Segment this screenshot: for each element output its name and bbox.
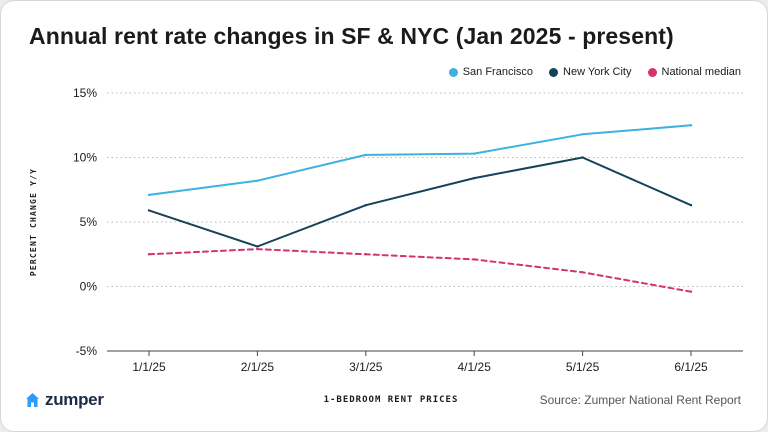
data-point-san-francisco xyxy=(364,153,367,157)
house-icon xyxy=(26,393,39,407)
data-point-national-median xyxy=(473,258,476,261)
data-point-san-francisco xyxy=(256,179,259,182)
legend-item-national-median: National median xyxy=(647,66,742,78)
brand-logo: zumper xyxy=(25,390,104,410)
data-point-new-york-city xyxy=(256,245,259,248)
legend-dot-san-francisco xyxy=(448,67,458,77)
x-tick-label: 2/1/25 xyxy=(241,360,275,374)
data-point-new-york-city xyxy=(581,156,584,159)
series-line-national-median xyxy=(148,248,692,293)
x-tick-label: 4/1/25 xyxy=(458,360,492,374)
x-tick-label: 5/1/25 xyxy=(566,360,600,374)
legend: San Francisco New York City National med… xyxy=(448,66,742,78)
data-point-san-francisco xyxy=(473,152,476,155)
data-point-new-york-city xyxy=(473,176,476,180)
legend-dot-national-median xyxy=(647,67,657,77)
source-note: Source: Zumper National Rent Report xyxy=(539,393,741,407)
series-line-new-york-city xyxy=(148,156,692,248)
data-point-national-median xyxy=(689,290,693,293)
brand-name: zumper xyxy=(45,390,104,409)
legend-item-new-york-city: New York City xyxy=(549,66,632,78)
legend-label-new-york-city: New York City xyxy=(563,66,632,78)
legend-item-san-francisco: San Francisco xyxy=(448,66,534,78)
legend-label-san-francisco: San Francisco xyxy=(462,66,534,78)
legend-dot-new-york-city xyxy=(549,67,559,77)
y-tick-label: -5% xyxy=(76,344,98,358)
y-tick-label: 15% xyxy=(73,86,97,100)
x-axis-title: 1-BEDROOM RENT PRICES xyxy=(323,395,459,405)
data-point-san-francisco xyxy=(581,133,584,136)
chart-title: Annual rent rate changes in SF & NYC (Ja… xyxy=(29,23,674,49)
data-point-san-francisco xyxy=(147,193,151,197)
y-tick-label: 0% xyxy=(80,280,98,294)
data-point-national-median xyxy=(256,247,259,251)
legend-label-national-median: National median xyxy=(661,66,742,78)
data-point-new-york-city xyxy=(147,209,151,212)
series-line-san-francisco xyxy=(148,124,692,196)
y-tick-label: 5% xyxy=(80,215,98,229)
x-tick-label: 1/1/25 xyxy=(132,360,166,374)
data-point-national-median xyxy=(364,253,367,256)
data-point-national-median xyxy=(581,271,584,274)
data-point-new-york-city xyxy=(689,204,693,207)
data-point-new-york-city xyxy=(364,204,367,207)
y-axis-title: PERCENT CHANGE Y/Y xyxy=(29,168,38,276)
y-tick-label: 10% xyxy=(73,151,97,165)
data-point-san-francisco xyxy=(689,124,693,127)
x-tick-label: 6/1/25 xyxy=(674,360,708,374)
x-tick-label: 3/1/25 xyxy=(349,360,383,374)
data-point-national-median xyxy=(147,253,151,256)
